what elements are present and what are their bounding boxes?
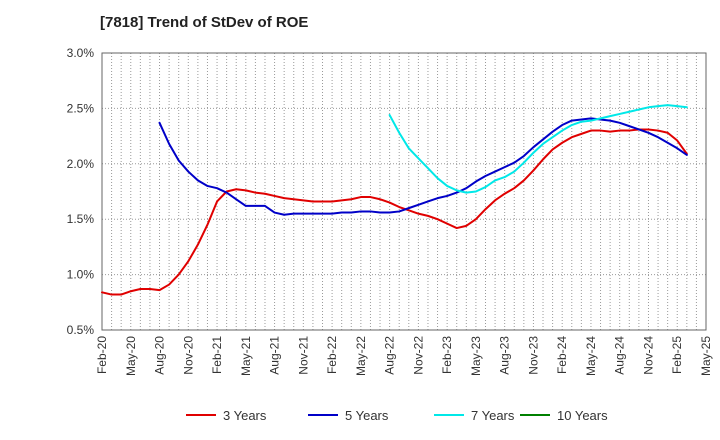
y-tick-label: 1.5% bbox=[67, 212, 95, 226]
y-tick-label: 0.5% bbox=[67, 323, 95, 337]
x-tick-label: May-21 bbox=[239, 336, 253, 376]
legend-label: 10 Years bbox=[557, 408, 608, 423]
chart-title: [7818] Trend of StDev of ROE bbox=[100, 14, 309, 31]
y-tick-label: 2.0% bbox=[67, 157, 95, 171]
plot-frame bbox=[101, 52, 707, 331]
series-line-7-years bbox=[388, 104, 688, 194]
x-tick-label: Feb-20 bbox=[95, 336, 109, 374]
x-tick-label: May-23 bbox=[469, 336, 483, 376]
x-tick-label: Aug-21 bbox=[268, 336, 282, 375]
x-tick-label: Feb-23 bbox=[440, 336, 454, 374]
x-tick-label: Aug-23 bbox=[498, 336, 512, 375]
y-tick-label: 3.0% bbox=[67, 46, 95, 60]
x-tick-label: Aug-24 bbox=[613, 336, 627, 375]
x-tick-label: Aug-20 bbox=[153, 336, 167, 375]
legend-label: 3 Years bbox=[223, 408, 267, 423]
x-tick-label: Nov-20 bbox=[181, 336, 195, 375]
x-tick-label: Feb-22 bbox=[325, 336, 339, 374]
x-tick-label: May-24 bbox=[584, 336, 598, 376]
x-tick-label: Nov-22 bbox=[411, 336, 425, 375]
x-tick-label: Nov-23 bbox=[526, 336, 540, 375]
legend-label: 5 Years bbox=[345, 408, 389, 423]
x-tick-label: Nov-21 bbox=[296, 336, 310, 375]
y-tick-label: 2.5% bbox=[67, 101, 95, 115]
x-tick-label: May-22 bbox=[354, 336, 368, 376]
x-tick-label: May-25 bbox=[699, 336, 713, 376]
series-line-5-years bbox=[158, 117, 688, 216]
legend-label: 7 Years bbox=[471, 408, 515, 423]
x-tick-label: Feb-24 bbox=[555, 336, 569, 374]
series-line-3-years bbox=[101, 128, 688, 296]
x-tick-label: May-20 bbox=[124, 336, 138, 376]
y-tick-label: 1.0% bbox=[67, 268, 95, 282]
x-tick-label: Nov-24 bbox=[641, 336, 655, 375]
x-tick-label: Aug-22 bbox=[383, 336, 397, 375]
x-tick-label: Feb-25 bbox=[670, 336, 684, 374]
x-tick-label: Feb-21 bbox=[210, 336, 224, 374]
